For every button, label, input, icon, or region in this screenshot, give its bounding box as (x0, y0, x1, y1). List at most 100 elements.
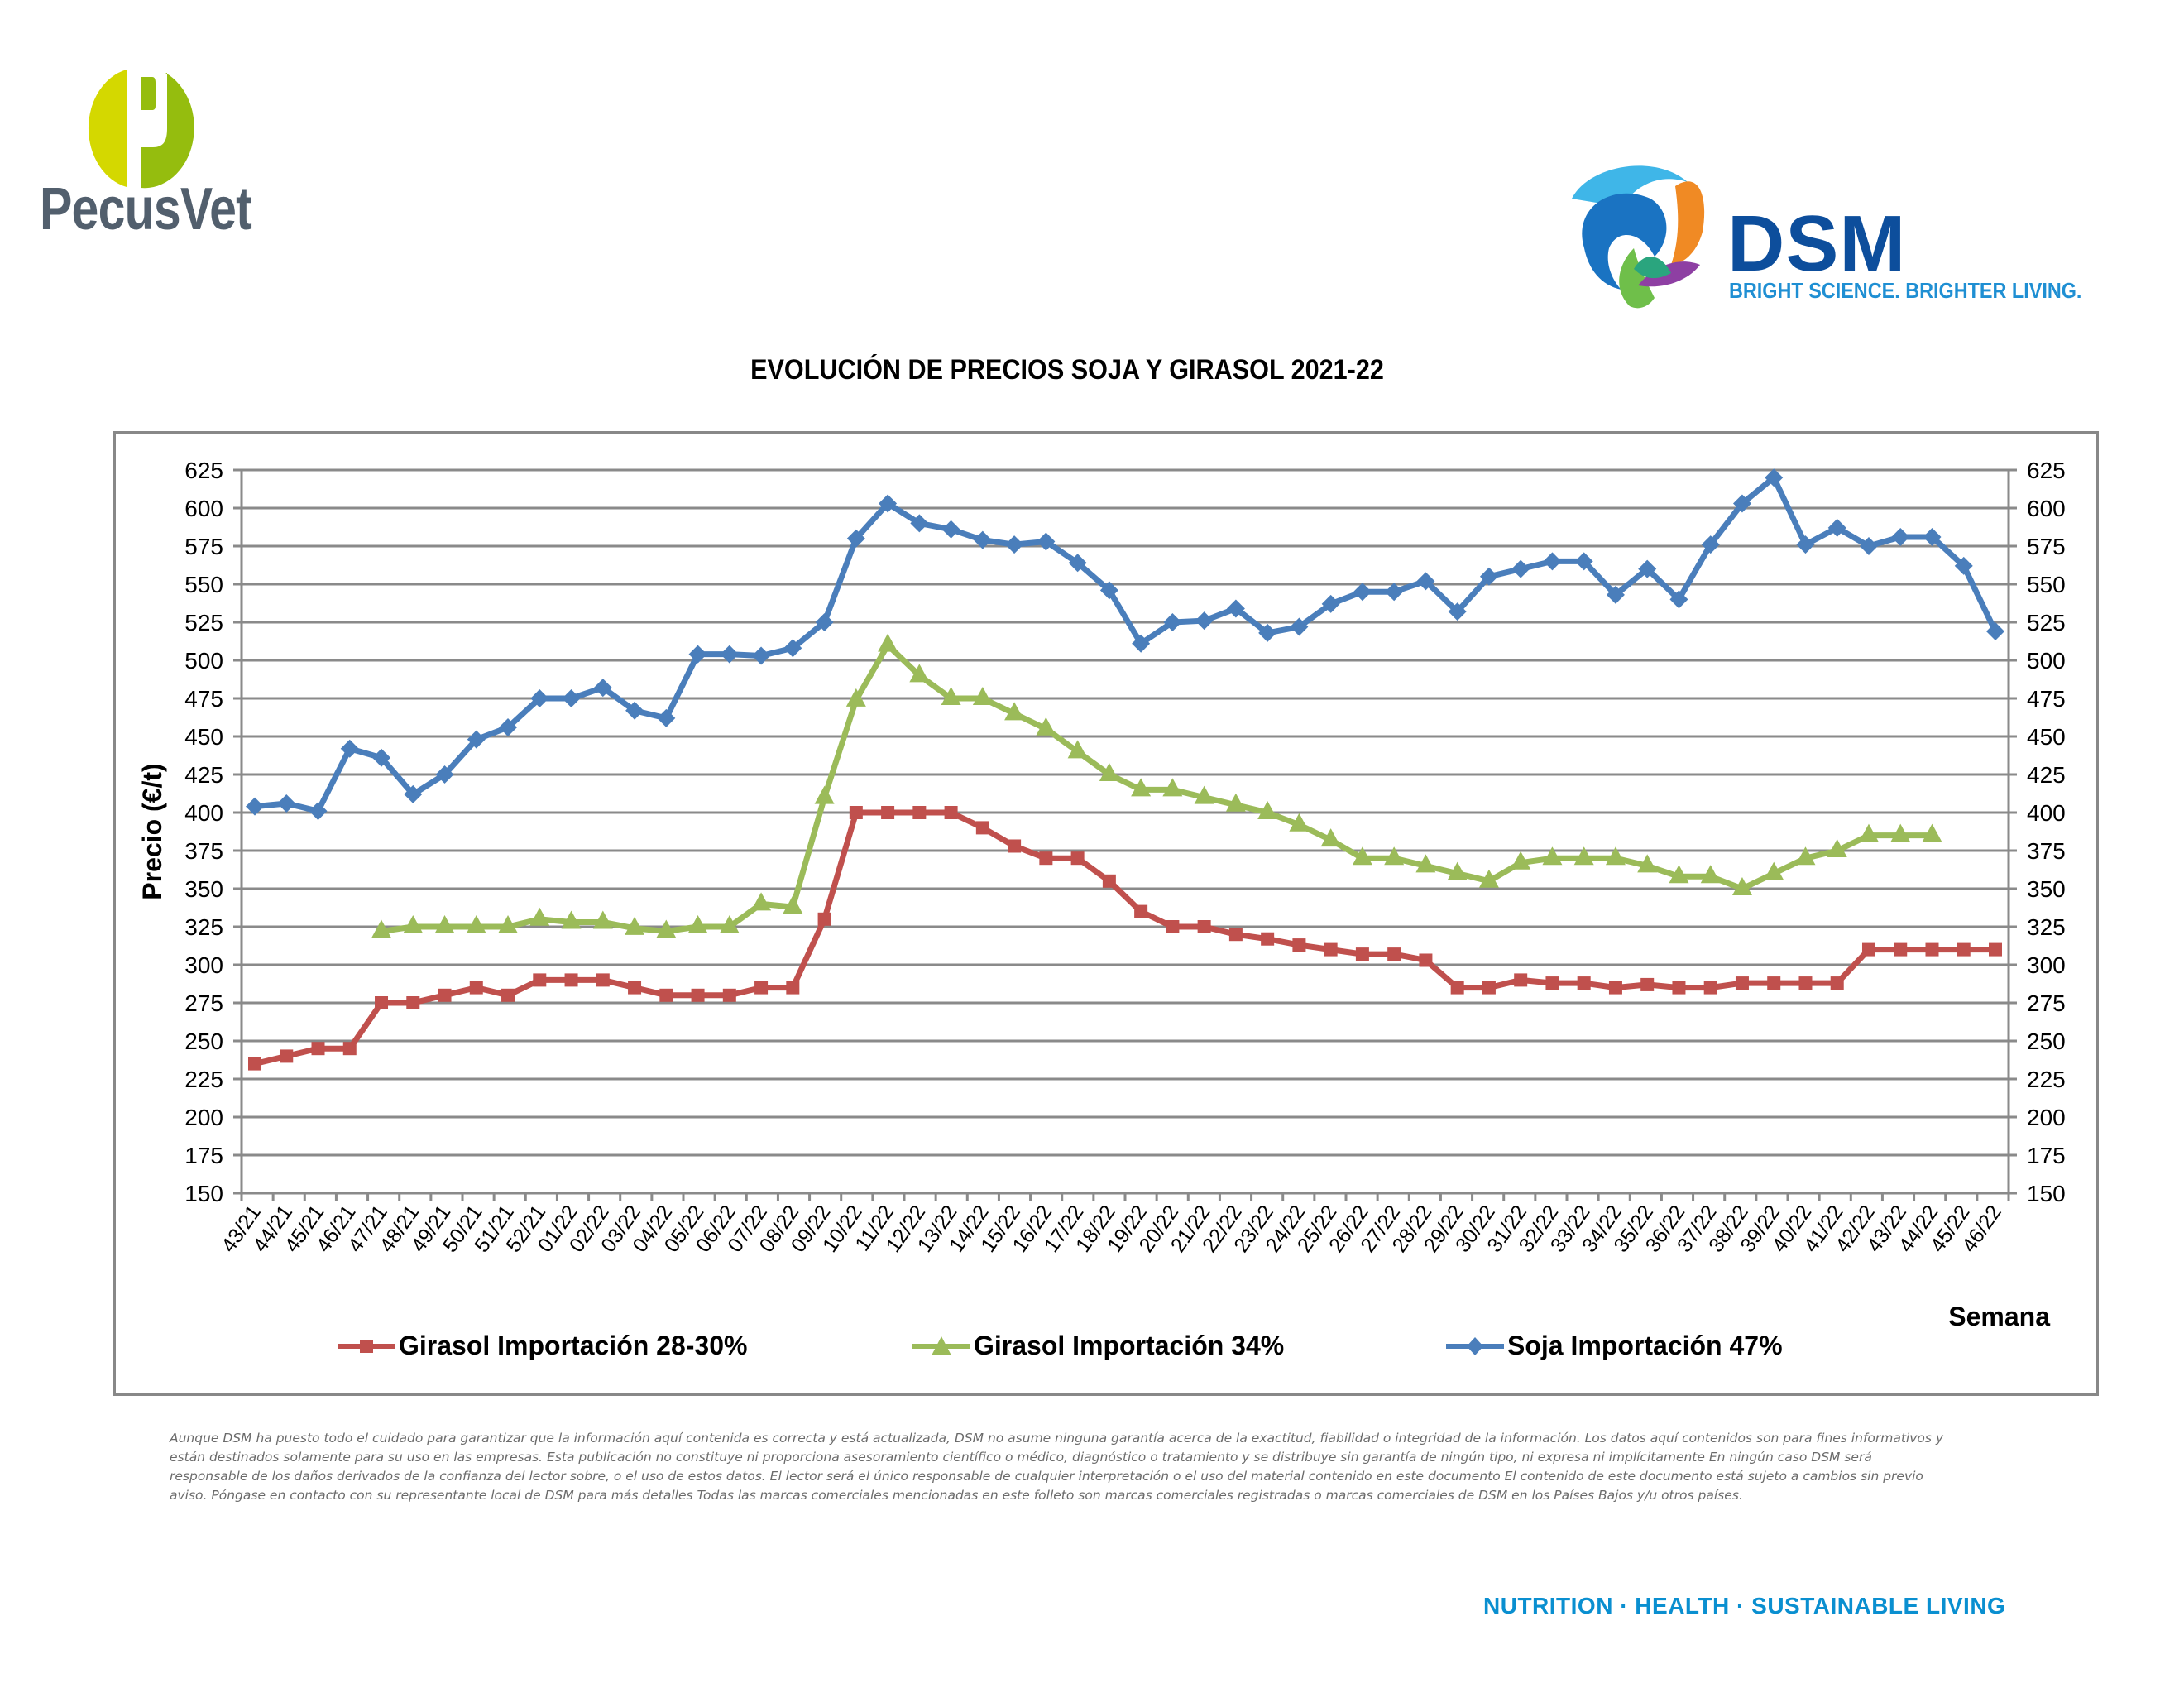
data-point (1197, 920, 1211, 933)
data-point (752, 646, 771, 665)
data-point (628, 981, 642, 995)
data-point (1353, 583, 1372, 602)
data-point (751, 892, 772, 911)
data-point (1321, 594, 1340, 613)
series-square (248, 806, 2002, 1071)
data-point (814, 785, 835, 804)
data-point (404, 784, 423, 803)
data-point (941, 687, 961, 705)
y2-tick-label: 600 (2027, 496, 2066, 521)
data-point (340, 739, 359, 758)
data-point (1162, 778, 1183, 797)
series-triangle (371, 633, 1942, 938)
data-point (1355, 947, 1369, 961)
data-point (1384, 846, 1405, 866)
y-tick-label: 300 (184, 952, 223, 978)
data-point (1261, 932, 1275, 946)
legend-item-soja-47: Soja Importación 47% (1446, 1331, 1783, 1361)
y2-tick-label: 325 (2027, 914, 2066, 940)
data-point (845, 688, 866, 707)
data-point (1004, 702, 1025, 721)
data-point (1732, 494, 1751, 513)
y-tick-label: 625 (184, 458, 223, 483)
y-tick-label: 575 (184, 534, 223, 559)
legend-label: Girasol Importación 28-30% (399, 1331, 748, 1360)
data-point (1891, 527, 1910, 546)
data-point (1102, 874, 1116, 888)
data-point (406, 996, 420, 1009)
data-point (1795, 846, 1816, 866)
chart-title: EVOLUCIÓN DE PRECIOS SOJA Y GIRASOL 2021… (750, 354, 1384, 386)
data-point (1858, 823, 1879, 842)
legend-item-girasol-28-30: Girasol Importación 28-30% (338, 1331, 747, 1361)
y2-tick-label: 175 (2027, 1143, 2066, 1168)
data-point (438, 988, 452, 1002)
dsm-logo-text: DSM (1727, 199, 1907, 288)
y2-tick-label: 225 (2027, 1067, 2066, 1092)
y-tick-label: 225 (184, 1067, 223, 1092)
data-point (1827, 839, 1847, 857)
data-point (691, 988, 705, 1002)
data-point (1257, 801, 1278, 819)
data-point (1415, 854, 1436, 873)
y2-tick-label: 475 (2027, 686, 2066, 712)
y-tick-label: 400 (184, 800, 223, 826)
data-point (403, 915, 424, 933)
data-point (530, 689, 549, 707)
data-point (1228, 928, 1243, 942)
data-point (1289, 813, 1310, 832)
data-point (849, 806, 863, 819)
data-point (499, 717, 518, 736)
data-point (1765, 468, 1784, 487)
data-point (1573, 846, 1594, 866)
y2-tick-label: 525 (2027, 610, 2066, 635)
y-tick-label: 550 (184, 572, 223, 597)
data-point (435, 765, 454, 784)
y2-tick-label: 350 (2027, 876, 2066, 902)
y-tick-label: 525 (184, 610, 223, 635)
data-point (375, 996, 389, 1009)
data-point (1703, 981, 1717, 995)
data-point (280, 1049, 294, 1063)
y-tick-label: 175 (184, 1143, 223, 1168)
data-point (1890, 823, 1911, 842)
y-tick-label: 350 (184, 876, 223, 902)
data-point (501, 988, 515, 1002)
data-point (846, 529, 865, 548)
data-point (815, 613, 834, 631)
data-point (1416, 572, 1435, 591)
data-point (1478, 869, 1499, 888)
data-point (342, 1042, 357, 1056)
data-point (1067, 740, 1088, 759)
data-point (1830, 976, 1844, 990)
data-point (687, 915, 708, 933)
data-point (467, 730, 486, 749)
legend-item-girasol-34: Girasol Importación 34% (912, 1331, 1284, 1361)
data-point (1320, 828, 1341, 847)
diamond-marker-icon (1446, 1334, 1504, 1359)
data-point (371, 919, 392, 938)
data-point (1608, 981, 1622, 995)
y2-tick-label: 150 (2027, 1181, 2066, 1206)
data-point (309, 802, 328, 821)
data-point (910, 514, 929, 533)
data-point (1701, 535, 1720, 554)
y-tick-label: 275 (184, 990, 223, 1016)
data-point (592, 910, 613, 929)
gridlines (242, 468, 2009, 1157)
data-point (973, 530, 992, 549)
data-point (625, 916, 645, 935)
y2-tick-label: 425 (2027, 762, 2066, 788)
data-point (783, 895, 803, 914)
data-point (1922, 823, 1942, 842)
data-point (1324, 942, 1338, 957)
y-tick-label: 250 (184, 1029, 223, 1054)
data-point (1037, 532, 1056, 551)
data-point (881, 806, 895, 819)
data-point (1068, 554, 1087, 573)
data-point (1514, 973, 1528, 987)
dsm-logo-icon (1572, 165, 1705, 309)
y-tick-label: 325 (184, 914, 223, 940)
data-point (1700, 865, 1721, 884)
